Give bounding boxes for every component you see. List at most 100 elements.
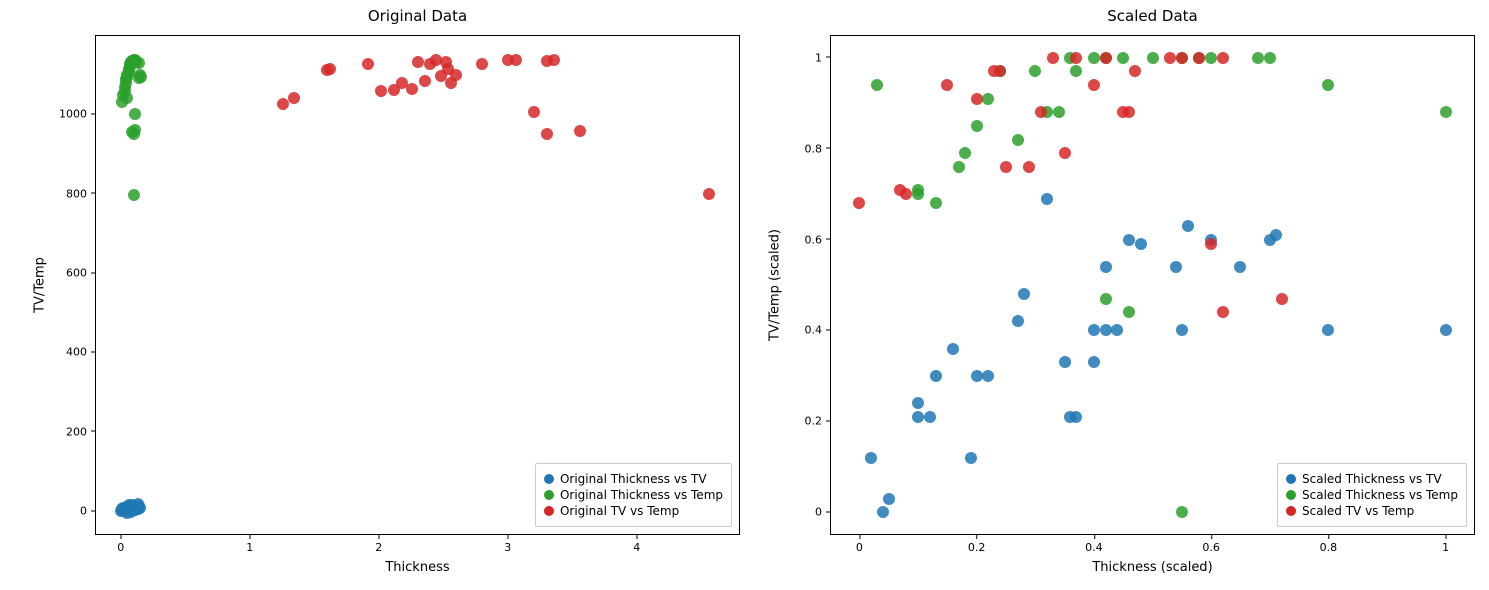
data-point	[362, 58, 374, 70]
data-point	[1059, 147, 1071, 159]
data-point	[971, 120, 983, 132]
data-point	[1264, 52, 1276, 64]
legend: Scaled Thickness vs TVScaled Thickness v…	[1277, 463, 1467, 527]
legend-label: Scaled TV vs Temp	[1302, 504, 1414, 518]
data-point	[1176, 324, 1188, 336]
data-point	[1270, 229, 1282, 241]
data-point	[1100, 52, 1112, 64]
data-point	[1088, 324, 1100, 336]
data-point	[871, 79, 883, 91]
data-point	[1123, 306, 1135, 318]
y-tick: 800	[66, 187, 87, 200]
data-point	[1322, 79, 1334, 91]
plot-area	[830, 35, 1475, 535]
data-point	[853, 197, 865, 209]
x-tick: 0.2	[968, 541, 986, 554]
legend-marker-icon	[544, 490, 554, 500]
data-point	[930, 197, 942, 209]
y-tick: 0.2	[805, 415, 823, 428]
y-tick: 200	[66, 425, 87, 438]
data-point	[1059, 356, 1071, 368]
data-point	[1053, 106, 1065, 118]
data-point	[930, 370, 942, 382]
data-point	[1012, 134, 1024, 146]
data-point	[128, 189, 140, 201]
legend-marker-icon	[1286, 506, 1296, 516]
legend-marker-icon	[544, 506, 554, 516]
data-point	[1047, 52, 1059, 64]
data-point	[1217, 306, 1229, 318]
data-point	[912, 184, 924, 196]
y-tick: 400	[66, 346, 87, 359]
data-point	[1029, 65, 1041, 77]
data-point	[528, 106, 540, 118]
panel-right: Scaled DataThickness (scaled)TV/Temp (sc…	[830, 35, 1475, 535]
x-tick: 1	[246, 541, 253, 554]
x-tick: 0	[117, 541, 124, 554]
data-point	[1088, 52, 1100, 64]
y-axis-label: TV/Temp (scaled)	[768, 229, 783, 341]
data-point	[1070, 65, 1082, 77]
data-point	[1205, 238, 1217, 250]
data-point	[900, 188, 912, 200]
panel-title: Original Data	[95, 7, 740, 25]
data-point	[375, 85, 387, 97]
x-tick: 2	[375, 541, 382, 554]
data-point	[1129, 65, 1141, 77]
data-point	[1322, 324, 1334, 336]
legend-label: Original TV vs Temp	[560, 504, 679, 518]
data-point	[133, 72, 145, 84]
data-point	[1123, 106, 1135, 118]
data-point	[1205, 52, 1217, 64]
data-point	[1164, 52, 1176, 64]
data-point	[941, 79, 953, 91]
data-point	[116, 503, 128, 515]
data-point	[1217, 52, 1229, 64]
legend-item: Original Thickness vs Temp	[544, 488, 723, 502]
data-point	[1100, 293, 1112, 305]
data-point	[1193, 52, 1205, 64]
x-axis-label: Thickness	[95, 560, 740, 575]
data-point	[541, 128, 553, 140]
y-tick: 1000	[59, 108, 87, 121]
data-point	[1440, 324, 1452, 336]
y-tick: 0	[815, 506, 822, 519]
data-point	[1070, 411, 1082, 423]
y-tick: 0.8	[805, 142, 823, 155]
x-tick: 1	[1442, 541, 1449, 554]
x-axis-label: Thickness (scaled)	[830, 560, 1475, 575]
panel-title: Scaled Data	[830, 7, 1475, 25]
legend-marker-icon	[1286, 474, 1296, 484]
x-tick: 0.4	[1085, 541, 1103, 554]
legend-label: Original Thickness vs TV	[560, 472, 707, 486]
legend-marker-icon	[1286, 490, 1296, 500]
legend-item: Original TV vs Temp	[544, 504, 723, 518]
x-tick: 0.8	[1320, 541, 1338, 554]
data-point	[1012, 315, 1024, 327]
x-tick: 4	[633, 541, 640, 554]
data-point	[1123, 234, 1135, 246]
data-point	[883, 493, 895, 505]
y-tick: 600	[66, 267, 87, 280]
data-point	[548, 54, 560, 66]
x-tick: 0	[856, 541, 863, 554]
legend: Original Thickness vs TV Original Thickne…	[535, 463, 732, 527]
data-point	[1276, 293, 1288, 305]
data-point	[877, 506, 889, 518]
data-point	[450, 69, 462, 81]
data-point	[1147, 52, 1159, 64]
panel-left: Original DataThicknessTV/Temp01234020040…	[95, 35, 740, 535]
data-point	[1176, 506, 1188, 518]
data-point	[1000, 161, 1012, 173]
data-point	[476, 58, 488, 70]
data-point	[1088, 79, 1100, 91]
data-point	[1070, 52, 1082, 64]
data-point	[1440, 106, 1452, 118]
legend-item: Original Thickness vs TV	[544, 472, 723, 486]
data-point	[912, 411, 924, 423]
data-point	[947, 343, 959, 355]
data-point	[1234, 261, 1246, 273]
legend-label: Original Thickness vs Temp	[560, 488, 723, 502]
data-point	[959, 147, 971, 159]
data-point	[971, 93, 983, 105]
